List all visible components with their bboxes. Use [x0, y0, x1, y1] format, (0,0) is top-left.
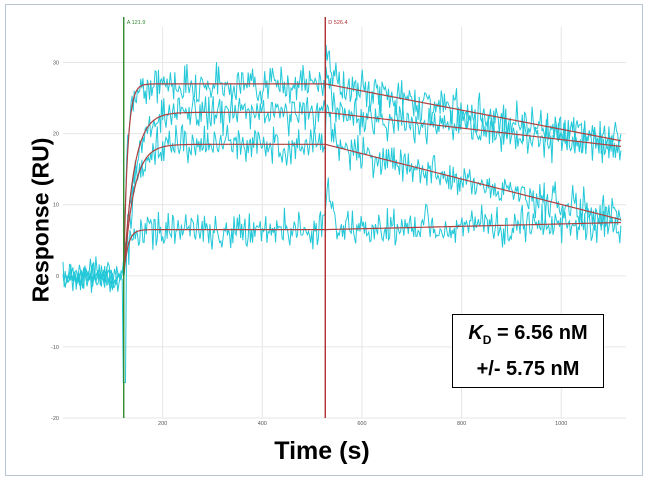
x-tick-label: 600 — [357, 421, 366, 427]
kd-error: +/- 5.75 nM — [476, 357, 580, 380]
kd-subscript: D — [482, 332, 492, 347]
kd-value-line: KD = 6.56 nM — [453, 319, 603, 355]
y-axis-label: Response (RU) — [27, 137, 54, 303]
y-tick-label: 10 — [53, 203, 59, 209]
plot-area: 200 400 600 800 1000 30 20 10 0 -10 -20 A 121.9 D 52… — [51, 17, 626, 427]
y-tick-label: -10 — [51, 345, 59, 351]
y-tick-label: 20 — [53, 132, 59, 138]
x-tick-label: 800 — [457, 421, 466, 427]
x-tick-label: 200 — [158, 421, 167, 427]
x-tick-label: 400 — [258, 421, 267, 427]
fit-curve-2 — [123, 111, 622, 276]
data-trace-1 — [62, 44, 622, 293]
data-trace-3 — [62, 103, 622, 293]
injection-marker-label: A 121.9 — [127, 20, 146, 26]
x-axis-label: Time (s) — [274, 437, 370, 465]
y-tick-label: 30 — [53, 61, 59, 67]
data-trace-4 — [62, 177, 622, 383]
dissociation-marker-label: D 526.4 — [328, 20, 347, 26]
fit-curve-1 — [123, 83, 622, 276]
x-tick-label: 1000 — [555, 421, 567, 427]
chart-frame: 200 400 600 800 1000 30 20 10 0 -10 -20 A 121.9 D 52… — [5, 4, 643, 476]
y-tick-label: -20 — [51, 416, 59, 422]
fit-curve-3 — [123, 143, 622, 276]
kd-symbol: K — [468, 321, 483, 344]
fit-curve-4 — [123, 221, 621, 276]
kd-value: = 6.56 nM — [497, 321, 588, 344]
data-trace-2 — [62, 66, 622, 291]
y-tick-label: 0 — [56, 274, 59, 280]
kd-annotation: KD = 6.56 nM +/- 5.75 nM — [452, 314, 604, 388]
